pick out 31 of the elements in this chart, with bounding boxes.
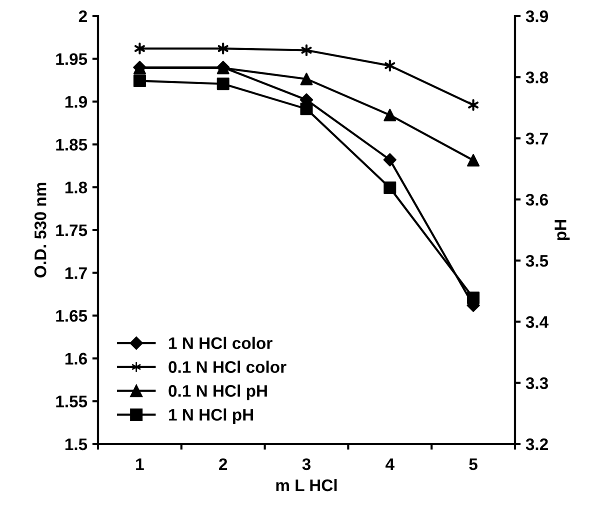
y-tick-label: 1.5 bbox=[65, 438, 88, 450]
y2-tick-label: 3.4 bbox=[526, 316, 548, 328]
y-axis-title: O.D. 530 nm bbox=[34, 182, 46, 278]
legend-label: 0.1 N HCl color bbox=[168, 360, 286, 373]
x-tick-label: 4 bbox=[386, 458, 394, 470]
y-tick-label: 1.95 bbox=[56, 53, 88, 66]
y2-tick-label: 3.7 bbox=[526, 132, 548, 145]
x-tick-label: 2 bbox=[219, 458, 228, 470]
legend-label: 1 N HCl pH bbox=[169, 408, 253, 424]
y-tick-label: 1.55 bbox=[56, 396, 88, 408]
legend-label: 1 N HCl color bbox=[169, 336, 272, 350]
y-tick-label: 1.7 bbox=[65, 267, 87, 279]
y2-axis-title: pH bbox=[554, 220, 570, 240]
x-axis-title: m L HCl bbox=[276, 478, 337, 492]
x-tick-label: 5 bbox=[469, 458, 478, 470]
y2-tick-label: 3.6 bbox=[526, 194, 548, 206]
y2-tick-label: 3.9 bbox=[526, 10, 548, 22]
x-tick-label: 3 bbox=[302, 458, 311, 470]
y-tick-label: 1.6 bbox=[65, 352, 87, 365]
y2-tick-label: 3.5 bbox=[526, 254, 548, 267]
y2-tick-label: 3.8 bbox=[526, 72, 548, 84]
y2-tick-label: 3.2 bbox=[526, 438, 548, 450]
y2-tick-label: 3.3 bbox=[526, 377, 548, 390]
y-tick-label: 1.75 bbox=[56, 224, 88, 236]
y-tick-label: 2 bbox=[78, 10, 87, 22]
y-tick-label: 1.85 bbox=[56, 138, 88, 151]
y-tick-label: 1.9 bbox=[65, 96, 87, 108]
y-tick-label: 1.65 bbox=[56, 310, 88, 322]
legend-label: 0.1 N HCl pH bbox=[168, 384, 267, 400]
x-tick-label: 1 bbox=[136, 458, 144, 470]
y-tick-label: 1.8 bbox=[65, 182, 88, 194]
